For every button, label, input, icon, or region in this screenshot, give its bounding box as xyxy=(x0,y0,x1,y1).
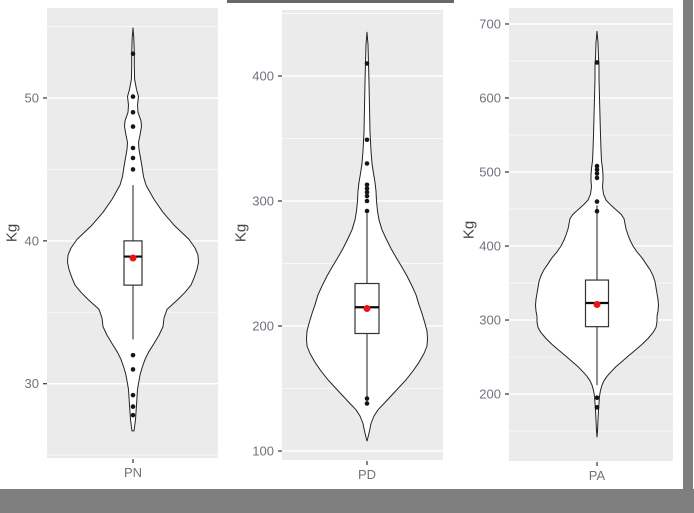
data-point xyxy=(364,193,370,199)
data-point xyxy=(594,171,600,176)
window-shadow-right xyxy=(683,0,693,489)
y-tick-label: 30 xyxy=(25,376,39,391)
data-point xyxy=(594,175,600,181)
y-tick-label: 400 xyxy=(479,239,501,254)
data-point xyxy=(364,137,370,143)
y-tick-label: 200 xyxy=(252,319,274,334)
y-axis-title: Kg xyxy=(232,223,250,243)
y-tick-label: 300 xyxy=(252,194,274,209)
data-point xyxy=(594,395,600,401)
data-point xyxy=(364,208,370,214)
data-point xyxy=(130,352,136,358)
mean-point xyxy=(129,254,137,262)
plot-svg-pa: 200 300 400 500 600 700 xyxy=(479,8,673,466)
plot-svg-pd: 100 200 300 400 xyxy=(252,10,443,465)
violin-plot-pd: 100 200 300 400 Kg PD xyxy=(227,0,455,489)
violin-plot-pa: 200 300 400 500 600 700 Kg PA xyxy=(455,0,683,489)
y-tick-label: 500 xyxy=(479,165,501,180)
data-point xyxy=(364,396,370,401)
y-axis-title: Kg xyxy=(460,220,478,240)
box xyxy=(123,240,143,286)
data-point xyxy=(130,94,136,99)
y-tick-label: 200 xyxy=(479,387,501,402)
data-point xyxy=(594,208,600,214)
data-point xyxy=(130,51,136,57)
top-border-line xyxy=(227,0,454,3)
data-point xyxy=(364,161,370,166)
x-category-label: PA xyxy=(588,468,606,483)
data-point xyxy=(130,404,136,409)
y-tick-label: 600 xyxy=(479,90,501,105)
data-point xyxy=(364,186,370,191)
data-point xyxy=(130,124,136,129)
y-axis-title: Kg xyxy=(3,223,21,243)
violin-plot-pn: 30 40 50 Kg PN xyxy=(0,0,227,489)
y-tick-label: 400 xyxy=(252,69,274,84)
y-tick-label: 50 xyxy=(25,91,39,106)
data-point xyxy=(130,109,136,115)
data-point xyxy=(364,189,370,195)
y-tick-label: 700 xyxy=(479,16,501,31)
x-category-label: PD xyxy=(357,467,377,482)
data-point xyxy=(594,405,600,410)
data-point xyxy=(130,392,136,398)
mean-point xyxy=(593,300,601,308)
y-tick-label: 40 xyxy=(25,233,39,248)
data-point xyxy=(364,198,370,204)
data-point xyxy=(364,61,370,66)
data-point xyxy=(594,60,600,65)
y-tick-label: 300 xyxy=(479,313,501,328)
data-point xyxy=(594,199,600,204)
data-point xyxy=(594,163,600,169)
x-category-label: PN xyxy=(123,465,143,480)
plot-svg-pn: 30 40 50 xyxy=(25,8,218,463)
data-point xyxy=(594,167,600,173)
data-point xyxy=(130,167,136,172)
y-tick-label: 100 xyxy=(252,444,274,459)
data-point xyxy=(130,145,136,151)
data-point xyxy=(130,412,136,418)
data-point xyxy=(130,367,136,372)
data-point xyxy=(364,182,370,188)
window-shadow-bottom xyxy=(0,489,694,513)
data-point xyxy=(130,155,136,161)
mean-point xyxy=(363,305,371,312)
data-point xyxy=(364,401,370,406)
